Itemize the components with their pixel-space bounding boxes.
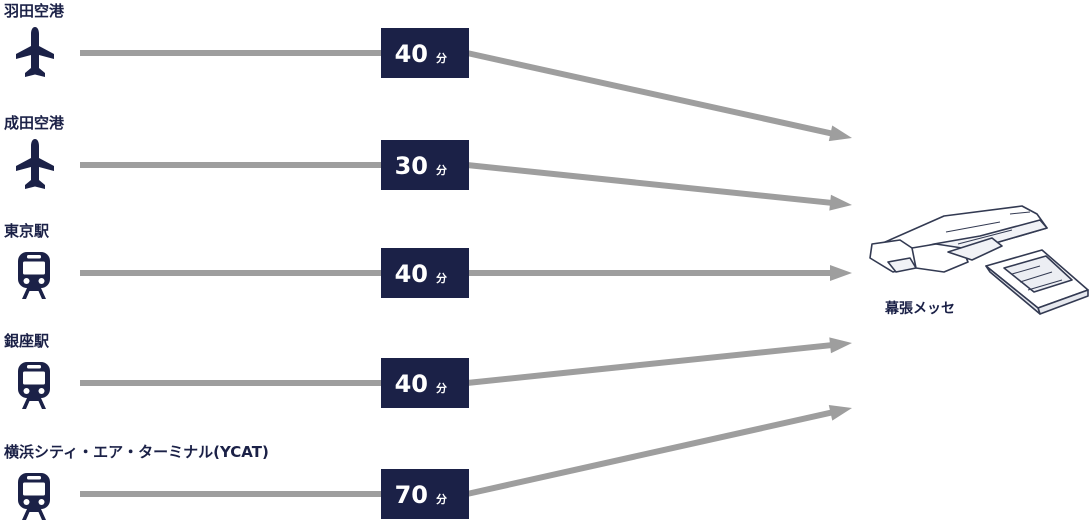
origin-label: 銀座駅 [4, 332, 50, 350]
time-box [381, 248, 469, 298]
time-value: 70 [395, 481, 428, 509]
route-arrow-line [466, 342, 833, 386]
destination: 幕張メッセ [869, 205, 1089, 317]
time-unit: 分 [436, 271, 447, 285]
destination-label: 幕張メッセ [884, 300, 955, 317]
arrow-head [829, 337, 852, 354]
route-arrows [80, 50, 852, 497]
origin-label: 東京駅 [4, 222, 50, 240]
route-arrow-line [466, 409, 834, 497]
time-box [381, 140, 469, 190]
time-box [381, 28, 469, 78]
time-unit: 分 [436, 492, 447, 506]
time-value: 40 [395, 370, 428, 398]
origin-label: 羽田空港 [4, 2, 65, 20]
time-box [381, 358, 469, 408]
venue-building-icon [869, 205, 1089, 315]
train-icon [18, 252, 50, 299]
route-row: 羽田空港 40 分 [4, 2, 469, 78]
time-box [381, 469, 469, 519]
train-icon [18, 473, 50, 520]
route-row: 横浜シティ・エア・ターミナル(YCAT) 70 分 [4, 443, 469, 520]
origin-label: 横浜シティ・エア・ターミナル(YCAT) [4, 443, 269, 461]
route-row: 銀座駅 40 分 [4, 332, 469, 409]
arrow-head [829, 194, 852, 211]
route-row: 成田空港 30 分 [4, 114, 469, 190]
train-icon [18, 362, 50, 409]
origin-label: 成田空港 [4, 114, 65, 132]
airplane-icon [16, 139, 54, 189]
time-unit: 分 [436, 51, 447, 65]
time-value: 30 [395, 152, 428, 180]
route-arrow-line [466, 50, 834, 137]
arrow-head [830, 265, 852, 281]
arrow-head [828, 404, 852, 421]
airplane-icon [16, 27, 54, 77]
time-value: 40 [395, 260, 428, 288]
time-unit: 分 [436, 381, 447, 395]
time-unit: 分 [436, 163, 447, 177]
time-value: 40 [395, 40, 428, 68]
arrow-head [828, 125, 852, 142]
route-row: 東京駅 40 分 [4, 222, 469, 299]
route-arrow-line [466, 162, 833, 206]
